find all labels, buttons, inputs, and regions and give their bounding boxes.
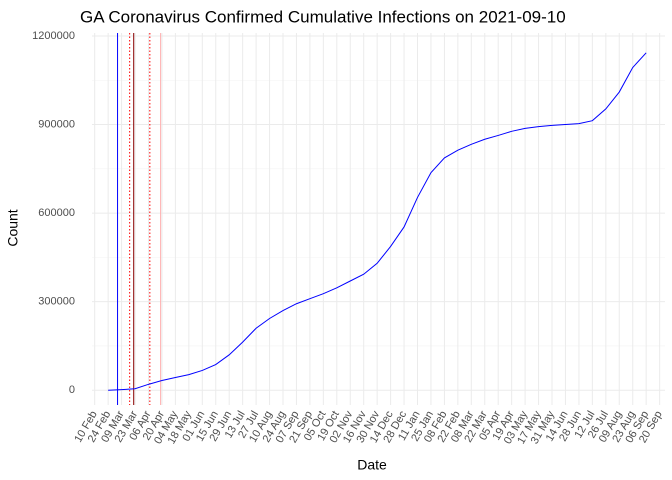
- y-tick-label: 0: [69, 384, 75, 396]
- y-tick-label: 600000: [38, 207, 75, 219]
- y-tick-label: 900000: [38, 118, 75, 130]
- y-axis-label: Count: [5, 209, 21, 246]
- chart-title: GA Coronavirus Confirmed Cumulative Infe…: [80, 7, 566, 26]
- x-axis-label: Date: [357, 457, 387, 473]
- line: [108, 52, 647, 391]
- y-tick-label: 300000: [38, 296, 75, 308]
- y-tick-label: 1200000: [32, 30, 75, 42]
